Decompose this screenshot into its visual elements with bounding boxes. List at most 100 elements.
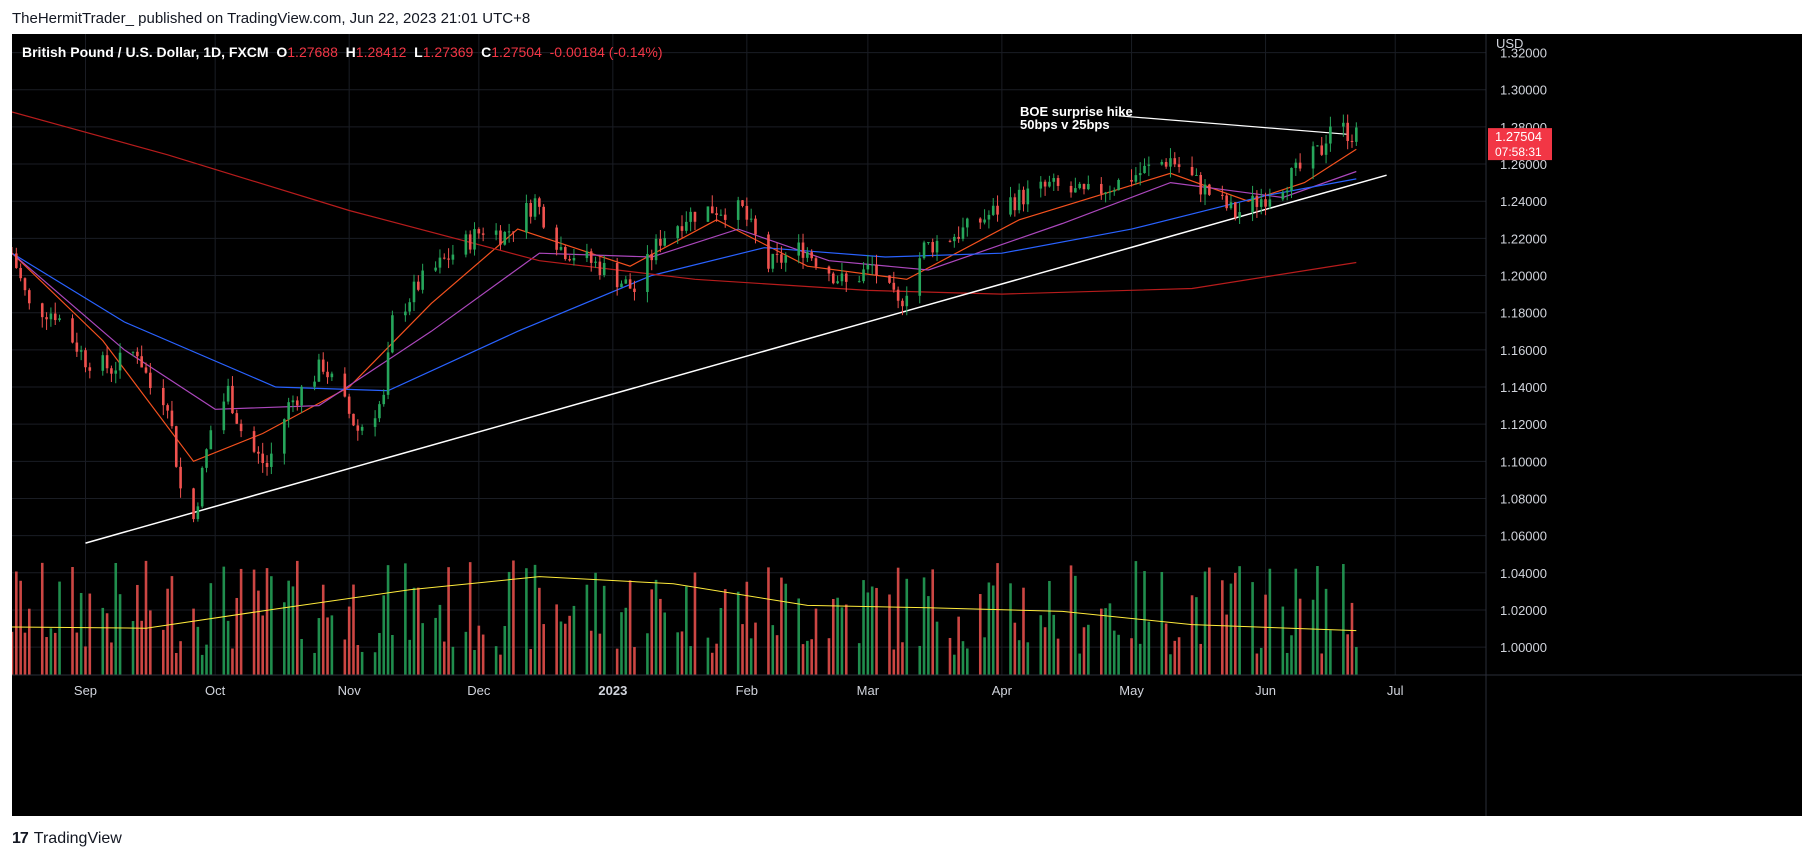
candle-body (844, 273, 848, 282)
price-chart[interactable]: BOE surprise hike 50bps v 25bps USD 1.00… (12, 34, 1802, 816)
volume-bar (538, 587, 541, 675)
volume-bar (136, 584, 139, 675)
volume-bar (442, 641, 446, 675)
volume-bar (654, 579, 658, 675)
candle-body (1130, 179, 1133, 182)
volume-bar (1342, 564, 1345, 675)
y-tick-label: 1.00000 (1500, 640, 1547, 655)
candle-body (749, 218, 753, 220)
y-tick-label: 1.10000 (1500, 454, 1547, 469)
candle-body (628, 279, 632, 289)
ema_fast-line (12, 148, 1357, 463)
candle-body (378, 404, 381, 419)
candle-body (978, 218, 982, 223)
candle-body (1039, 181, 1043, 189)
candle-body (205, 449, 208, 468)
volume-bar (1268, 568, 1272, 675)
volume-bar (1022, 587, 1025, 675)
candle-body (1264, 199, 1267, 207)
price-axis[interactable]: USD 1.00000 1.02000 1.04000 1.06000 1.08000 1… (1485, 34, 1547, 816)
volume-bar (317, 618, 321, 675)
candle-body (1169, 158, 1172, 167)
candle-body (1346, 122, 1349, 141)
candle-body (827, 266, 831, 274)
volume-bar (352, 584, 355, 675)
candle-body (1316, 145, 1319, 147)
volume-bar (589, 630, 593, 675)
volume-bar (417, 587, 420, 675)
volume-bar (1329, 630, 1332, 675)
volume-bar (801, 644, 805, 675)
volume-bar (1190, 595, 1194, 675)
candle-body (538, 198, 541, 207)
volume-bars (12, 560, 1358, 675)
brand-name: TradingView (33, 830, 122, 847)
candle-body (1329, 126, 1332, 144)
volume-bar (235, 597, 239, 675)
volume-bar (568, 615, 571, 675)
volume-bar (360, 651, 364, 675)
candle-body (533, 198, 537, 217)
candle-body (1134, 175, 1138, 182)
volume-bar (1069, 565, 1073, 675)
candle-body (447, 258, 450, 260)
volume-bar (261, 615, 265, 675)
volume-bar (1233, 572, 1237, 675)
price-badge-bg (1488, 128, 1552, 161)
volume-bar (1311, 599, 1315, 675)
volume-bar (326, 617, 329, 675)
volume-bar (205, 644, 208, 675)
volume-bar (598, 633, 602, 675)
candle-body (417, 281, 420, 290)
volume-bar (862, 580, 865, 675)
candle-body (568, 259, 571, 261)
volume-bar (892, 649, 896, 675)
candle-body (676, 226, 679, 239)
candle-body (1160, 162, 1164, 165)
volume-bar (741, 624, 744, 675)
chart-area[interactable]: BOE surprise hike 50bps v 25bps USD 1.00… (12, 34, 1802, 816)
volume-bar (404, 563, 407, 675)
volume-bar (192, 608, 195, 675)
volume-bar (1017, 640, 1021, 675)
candle-body (239, 423, 243, 432)
candle-body (468, 234, 472, 250)
candle-body (736, 200, 740, 220)
candle-body (391, 315, 394, 353)
candle-body (287, 402, 290, 420)
time-axis[interactable]: Sep Oct Nov Dec 2023 Feb Mar Apr May Jun Jul (12, 674, 1802, 698)
candle-body (633, 288, 636, 292)
volume-bar (594, 572, 597, 675)
candle-body (953, 236, 956, 242)
x-tick-label: Jun (1255, 683, 1276, 698)
volume-bar (149, 610, 152, 675)
y-tick-label: 1.04000 (1500, 566, 1547, 581)
candle-body (110, 368, 113, 374)
volume-bar (723, 589, 727, 675)
volume-bar (1346, 634, 1349, 675)
volume-bar (1173, 640, 1177, 675)
candle-body (801, 242, 805, 258)
volume-bar (265, 568, 269, 675)
badge-price: 1.27504 (1495, 129, 1542, 144)
volume-bar (438, 604, 442, 675)
candle-body (473, 229, 476, 250)
footer-brand[interactable]: 17 TradingView (12, 830, 122, 848)
candle-body (408, 302, 411, 312)
volume-bar (1134, 561, 1138, 675)
volume-bar (525, 568, 528, 675)
volume-bar (529, 649, 533, 675)
volume-bar (870, 586, 874, 675)
y-tick-label: 1.14000 (1500, 380, 1547, 395)
candle-body (931, 242, 935, 253)
candle-body (775, 253, 779, 255)
volume-bar (780, 577, 783, 675)
symbol-title[interactable]: British Pound / U.S. Dollar, 1D, FXCM (22, 44, 269, 60)
volume-bar (927, 596, 930, 675)
volume-bar (1324, 588, 1328, 675)
volume-bar (983, 637, 986, 675)
candle-body (464, 234, 468, 255)
volume-bar (533, 564, 537, 675)
candle-body (1324, 143, 1328, 155)
volume-bar (408, 639, 411, 675)
